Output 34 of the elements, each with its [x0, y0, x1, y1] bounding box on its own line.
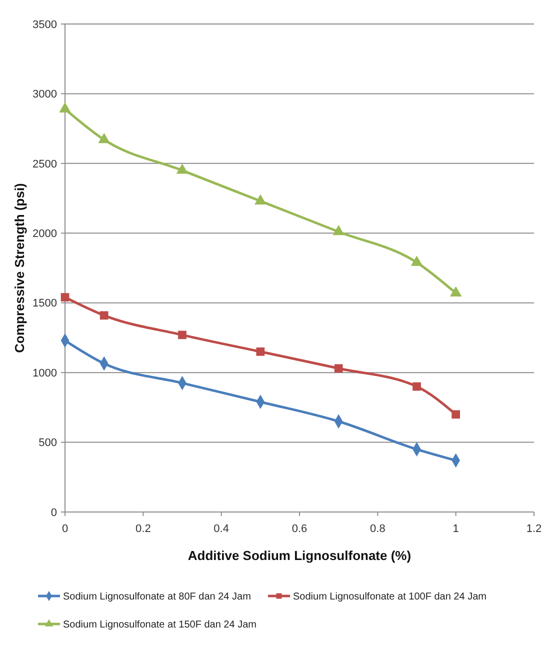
- point: [452, 410, 460, 419]
- y-tick-label: 2500: [32, 158, 57, 170]
- y-axis-title: Compressive Strength (psi): [12, 183, 27, 353]
- legend-label: Sodium Lignosulfonate at 100F dan 24 Jam: [293, 592, 486, 602]
- point: [412, 382, 421, 391]
- legend-label: Sodium Lignosulfonate at 80F dan 24 Jam: [63, 592, 251, 602]
- point: [60, 293, 70, 302]
- y-tick-label: 1000: [32, 367, 57, 380]
- x-tick-label: 0.4: [214, 523, 229, 535]
- y-tick-label: 3500: [32, 18, 57, 31]
- point: [254, 194, 266, 204]
- x-tick-label: 0: [62, 523, 68, 535]
- point: [98, 132, 110, 144]
- point: [256, 347, 265, 356]
- y-tick-label: 1500: [32, 298, 57, 310]
- legend-label: Sodium Lignosulfonate at 150F dan 24 Jam: [63, 620, 256, 630]
- y-tick-label: 3000: [32, 88, 57, 101]
- y-tick-label: 2000: [32, 228, 57, 240]
- x-tick-label: 1.2: [526, 523, 542, 535]
- point: [332, 224, 344, 236]
- y-tick-label: 500: [38, 437, 57, 450]
- y-tick-label: 0: [50, 506, 57, 519]
- point: [100, 311, 108, 320]
- x-tick-label: 0.6: [292, 523, 308, 535]
- x-tick-label: 0.2: [136, 523, 151, 535]
- x-tick-label: 0.8: [370, 523, 386, 535]
- point: [450, 286, 462, 296]
- point: [334, 364, 343, 373]
- x-axis-title: Additive Sodium Lignosulfonate (%): [188, 548, 412, 563]
- point: [176, 164, 188, 174]
- point: [410, 256, 423, 266]
- point: [59, 102, 71, 112]
- point: [178, 330, 186, 340]
- x-tick-label: 1: [452, 523, 459, 535]
